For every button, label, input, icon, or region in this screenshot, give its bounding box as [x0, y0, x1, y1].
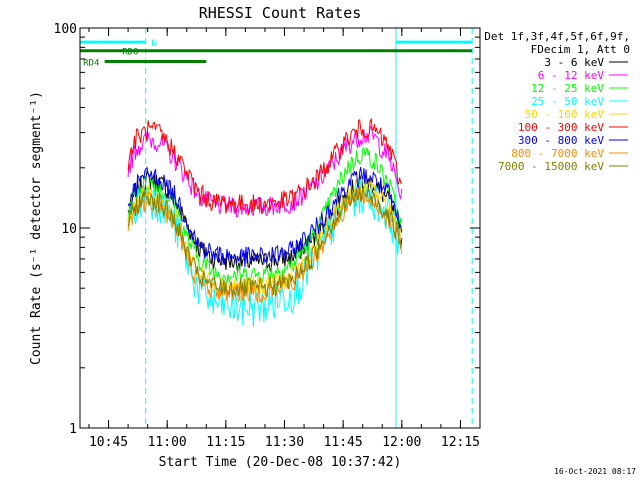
x-tick-label: 12:15: [441, 435, 480, 450]
legend-header: FDecim 1, Att 0: [531, 43, 630, 56]
series-line: [127, 186, 403, 298]
flag-label: RD4: [83, 58, 99, 68]
legend-entry-label: 300 - 800 keV: [518, 134, 604, 147]
legend-header: Det 1f,3f,4f,5f,6f,9f,: [484, 30, 630, 43]
legend-entry-label: 12 - 25 keV: [531, 82, 604, 95]
x-tick-label: 11:00: [148, 435, 187, 450]
legend-entry-label: 100 - 300 keV: [518, 121, 604, 134]
y-tick-label: 1: [69, 422, 77, 437]
legend-entry-label: 50 - 100 keV: [525, 108, 605, 121]
series-line: [127, 166, 403, 268]
legend-entry-label: 7000 - 15000 keV: [498, 160, 604, 173]
x-tick-label: 11:45: [324, 435, 363, 450]
x-tick-label: 12:00: [382, 435, 421, 450]
y-axis-label: Count Rate (s⁻¹ detector segment⁻¹): [29, 91, 44, 365]
chart-title: RHESSI Count Rates: [199, 4, 362, 22]
y-tick-label: 10: [61, 222, 77, 237]
series-line: [127, 117, 403, 217]
legend-entry-label: 6 - 12 keV: [538, 69, 605, 82]
x-tick-label: 11:15: [206, 435, 245, 450]
legend-entry-label: 25 - 50 keV: [531, 95, 604, 108]
x-tick-label: 10:45: [89, 435, 128, 450]
x-axis-label: Start Time (20-Dec-08 10:37:42): [159, 455, 402, 470]
x-tick-label: 11:30: [265, 435, 304, 450]
y-tick-label: 100: [54, 22, 77, 37]
legend-entry-label: 3 - 6 keV: [544, 56, 604, 69]
flag-label: N: [152, 39, 157, 49]
series-line: [127, 147, 403, 286]
flag-label: RD0: [122, 48, 138, 58]
footer-date: 16-Oct-2021 08:17: [554, 467, 636, 476]
legend: Det 1f,3f,4f,5f,6f,9f,FDecim 1, Att 03 -…: [484, 30, 630, 173]
legend-entry-label: 800 - 7000 keV: [511, 147, 604, 160]
